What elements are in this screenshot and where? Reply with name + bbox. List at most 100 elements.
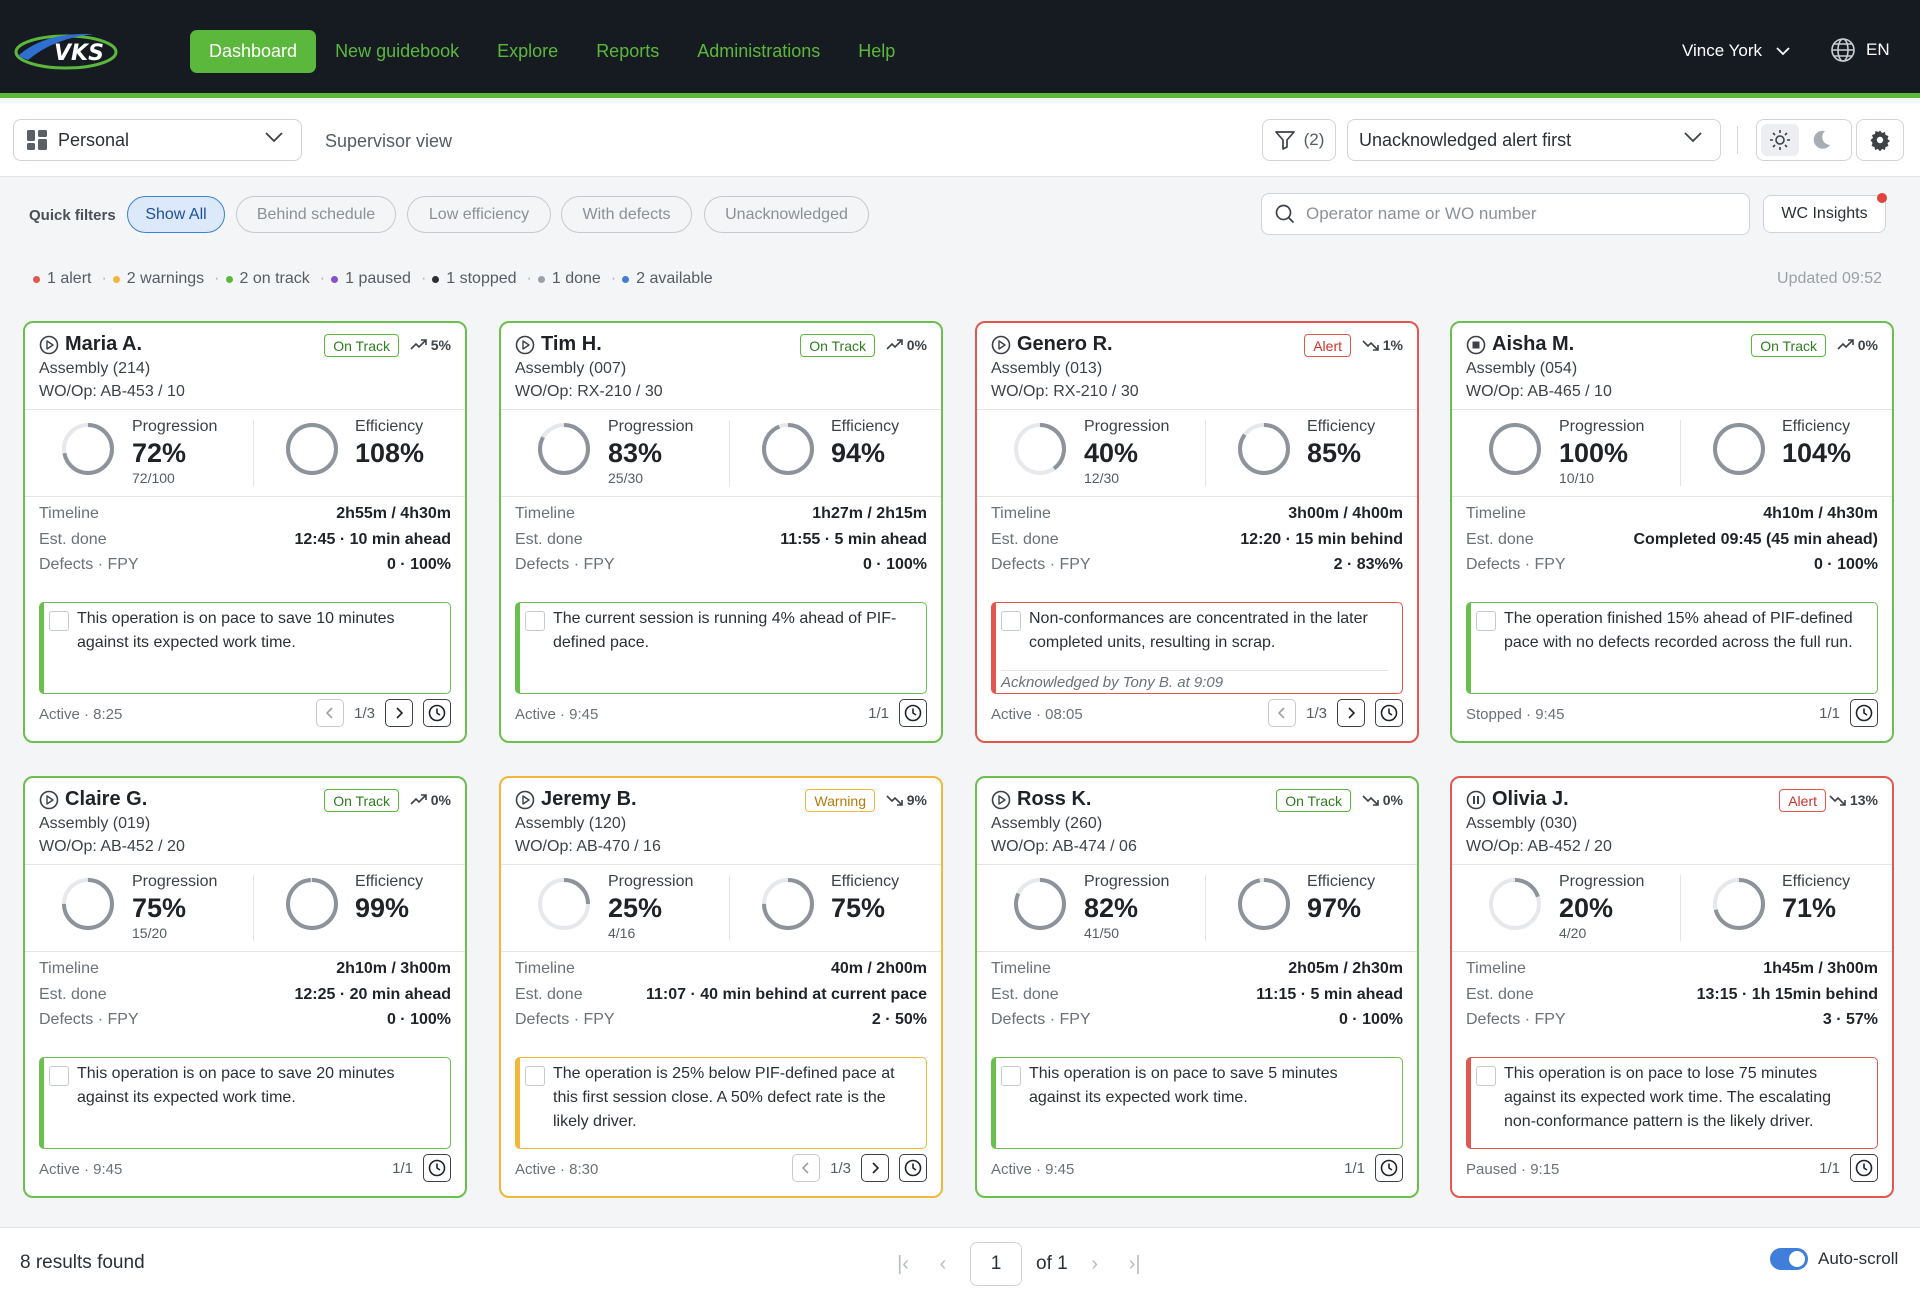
search-input[interactable] [1306, 204, 1726, 224]
defects-row: Defects · FPY 0 · 100% [39, 1011, 451, 1037]
acknowledge-checkbox[interactable] [49, 1066, 69, 1086]
metrics-panel: Progression 100% 10/10 Efficiency 104% [1452, 409, 1892, 497]
acknowledge-checkbox[interactable] [525, 1066, 545, 1086]
nav-new-guidebook[interactable]: New guidebook [335, 41, 460, 61]
acknowledge-checkbox[interactable] [49, 611, 69, 631]
card-header: Genero R. Alert 1% Assembly (013) WO/Op: RX-… [991, 333, 1403, 409]
page-input[interactable]: 1 [970, 1242, 1022, 1286]
insight-page: 1/1 [392, 1159, 413, 1177]
chevron-down-icon [265, 132, 283, 143]
first-page-icon[interactable]: |‹ [897, 1252, 909, 1275]
efficiency-value: 85% [1307, 438, 1362, 468]
acknowledge-checkbox[interactable] [1476, 611, 1496, 631]
progression-ring [535, 875, 593, 933]
history-clock-icon[interactable] [899, 1154, 927, 1182]
history-clock-icon[interactable] [423, 1154, 451, 1182]
acknowledge-checkbox[interactable] [1001, 1066, 1021, 1086]
timeline-value: 40m / 2h00m [830, 960, 927, 977]
chevron-left-icon[interactable] [792, 1154, 821, 1182]
nav-reports[interactable]: Reports [596, 41, 660, 61]
insight-page: 1/3 [354, 704, 375, 722]
sun-icon[interactable] [1761, 124, 1799, 156]
status-count: 2 warnings [112, 270, 204, 288]
nav-dashboard[interactable]: Dashboard [190, 30, 317, 73]
card-footer: Active · 8:25 1/3 [39, 699, 451, 729]
timeline-label: Timeline [39, 960, 99, 977]
view-select[interactable]: Personal [13, 119, 302, 161]
chevron-left-icon[interactable] [1268, 699, 1297, 727]
history-clock-icon[interactable] [1375, 699, 1403, 727]
operator-name: Genero R. [991, 333, 1113, 356]
operator-card[interactable]: Jeremy B. Warning 9% Assembly (120) WO/Op: A… [499, 776, 943, 1198]
chip-with-defects[interactable]: With defects [561, 196, 692, 233]
language-selector[interactable]: EN [1830, 37, 1890, 63]
chip-unacknowledged[interactable]: Unacknowledged [704, 196, 869, 233]
progression-count: 10/10 [1559, 470, 1595, 486]
chip-show-all[interactable]: Show All [127, 196, 225, 233]
history-clock-icon[interactable] [899, 699, 927, 727]
prev-page-icon[interactable]: ‹ [939, 1252, 947, 1275]
status-dot [112, 275, 120, 283]
supervisor-view-link[interactable]: Supervisor view [325, 131, 453, 151]
chip-low-efficiency[interactable]: Low efficiency [407, 196, 551, 233]
nav-help[interactable]: Help [858, 41, 896, 61]
assembly-label: Assembly (019) [39, 815, 151, 832]
work-order: WO/Op: AB-452 / 20 [39, 838, 185, 855]
chevron-right-icon[interactable] [1337, 699, 1365, 727]
trend-indicator: 0% [1362, 792, 1403, 808]
defects-row: Defects · FPY 0 · 100% [991, 1011, 1403, 1037]
auto-scroll-label: Auto-scroll [1818, 1249, 1899, 1268]
gear-icon[interactable] [1856, 119, 1904, 161]
chevron-right-icon[interactable] [861, 1154, 889, 1182]
vks-logo[interactable]: VKS [14, 26, 126, 74]
history-clock-icon[interactable] [1850, 699, 1878, 727]
insight-page: 1/3 [830, 1159, 851, 1177]
user-menu[interactable]: Vince York [1682, 41, 1790, 61]
assembly-label: Assembly (260) [991, 815, 1103, 832]
filter-button[interactable]: (2) [1262, 119, 1336, 161]
acknowledge-checkbox[interactable] [1001, 611, 1021, 631]
insight-box: The operation finished 15% ahead of PIF-… [1466, 602, 1878, 694]
operator-card[interactable]: Ross K. On Track 0% Assembly (260) WO/Op: AB… [975, 776, 1419, 1198]
work-order: WO/Op: AB-474 / 06 [991, 838, 1137, 855]
est-done-row: Est. done 11:55 · 5 min ahead [515, 531, 927, 557]
trend-value: 13% [1849, 792, 1878, 808]
trend-value: 0% [906, 337, 927, 353]
efficiency-value: 104% [1782, 438, 1852, 468]
operator-card[interactable]: Claire G. On Track 0% Assembly (019) WO/Op: … [23, 776, 467, 1198]
nav-administrations[interactable]: Administrations [697, 41, 821, 61]
efficiency-ring [1710, 420, 1768, 478]
logo-text: VKS [54, 41, 104, 66]
operator-name-text: Tim H. [541, 333, 602, 355]
operator-card[interactable]: Aisha M. On Track 0% Assembly (054) WO/Op: A… [1450, 321, 1894, 743]
auto-scroll-toggle[interactable] [1770, 1248, 1808, 1270]
moon-icon[interactable] [1799, 124, 1843, 156]
operator-card[interactable]: Tim H. On Track 0% Assembly (007) WO/Op: RX-… [499, 321, 943, 743]
est-done-value: 11:07 · 40 min behind at current pace [646, 985, 927, 1003]
chevron-left-icon[interactable] [316, 699, 345, 727]
updated-time: Updated 09:52 [1777, 270, 1882, 287]
acknowledge-checkbox[interactable] [1476, 1066, 1496, 1086]
status-dot [537, 275, 545, 283]
session-status: Active · 08:05 [991, 706, 1083, 723]
efficiency-ring [1235, 875, 1293, 933]
wc-insights-button[interactable]: WC Insights [1763, 193, 1887, 233]
nav-explore[interactable]: Explore [497, 41, 559, 61]
chip-behind-schedule[interactable]: Behind schedule [236, 196, 396, 233]
operator-card[interactable]: Genero R. Alert 1% Assembly (013) WO/Op: RX-… [975, 321, 1419, 743]
history-clock-icon[interactable] [1850, 1154, 1878, 1182]
history-clock-icon[interactable] [423, 699, 451, 727]
operator-card[interactable]: Olivia J. Alert 13% Assembly (030) WO/Op: AB… [1450, 776, 1894, 1198]
insight-box: This operation is on pace to save 20 min… [39, 1057, 451, 1149]
operator-card[interactable]: Maria A. On Track 5% Assembly (214) WO/Op: A… [23, 321, 467, 743]
metrics-panel: Progression 82% 41/50 Efficiency 97% [977, 864, 1417, 952]
last-page-icon[interactable]: ›| [1128, 1252, 1141, 1275]
trend-value: 0% [430, 792, 451, 808]
chevron-right-icon[interactable] [385, 699, 413, 727]
sort-select[interactable]: Unacknowledged alert first [1347, 119, 1721, 161]
progression-label: Progression [132, 873, 218, 890]
metrics-panel: Progression 83% 25/30 Efficiency 94% [501, 409, 941, 497]
history-clock-icon[interactable] [1375, 1154, 1403, 1182]
next-page-icon[interactable]: › [1091, 1252, 1099, 1275]
acknowledge-checkbox[interactable] [525, 611, 545, 631]
